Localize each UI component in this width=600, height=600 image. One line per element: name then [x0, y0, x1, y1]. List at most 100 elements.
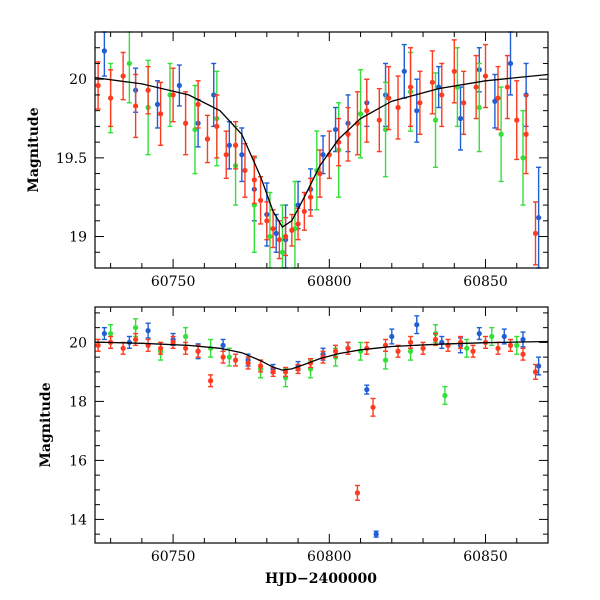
red-marker	[220, 354, 226, 360]
red-data-point	[532, 363, 539, 380]
red-data-point	[207, 374, 214, 388]
blue-data-point	[476, 326, 482, 341]
green-data-point	[432, 72, 439, 169]
red-marker	[504, 84, 510, 90]
red-marker	[133, 103, 139, 109]
red-data-point	[195, 344, 201, 358]
red-data-point	[354, 484, 361, 501]
blue-marker	[176, 82, 182, 89]
top-panel-y-axis-label: Magnitude	[26, 107, 42, 192]
blue-marker	[239, 152, 245, 158]
red-marker	[420, 345, 426, 351]
red-data-point	[170, 67, 176, 123]
red-marker	[120, 345, 126, 351]
green-marker	[108, 330, 114, 337]
blue-marker	[414, 108, 420, 114]
red-marker	[276, 237, 282, 243]
red-data-point	[214, 94, 220, 159]
blue-marker	[476, 330, 482, 337]
red-marker	[301, 208, 307, 214]
red-marker	[376, 117, 382, 123]
red-data-point	[282, 366, 289, 378]
red-data-point	[326, 130, 332, 180]
red-data-point	[95, 338, 101, 352]
red-marker	[345, 131, 351, 137]
red-data-point	[183, 341, 189, 355]
red-marker	[108, 95, 114, 101]
blue-data-point	[536, 166, 542, 269]
blue-marker	[507, 60, 514, 67]
red-data-point	[133, 73, 139, 139]
red-marker	[223, 152, 229, 158]
green-marker	[267, 233, 273, 240]
red-marker	[395, 348, 401, 354]
x-tick-label: 60750	[151, 274, 196, 290]
blue-data-point	[436, 65, 442, 109]
green-data-point	[520, 109, 526, 206]
red-data-point	[407, 47, 414, 128]
y-tick-label: 19.5	[56, 151, 87, 167]
green-marker	[207, 345, 214, 351]
red-data-point	[523, 94, 529, 175]
red-marker	[282, 233, 289, 240]
blue-data-point	[414, 78, 420, 143]
red-marker	[307, 194, 314, 200]
red-marker	[317, 171, 323, 177]
blue-marker	[101, 330, 107, 337]
y-tick-label: 18	[69, 394, 87, 410]
blue-marker	[373, 531, 379, 537]
x-tick-label: 60850	[463, 549, 508, 565]
red-data-point	[504, 54, 510, 120]
green-data-point	[464, 338, 470, 358]
red-data-point	[145, 65, 151, 115]
bottom-panel: 60750 60800 60850 14 16 18 20 Magnitude HJD−24…	[38, 306, 549, 587]
red-marker	[417, 100, 423, 106]
red-marker	[470, 348, 476, 354]
blue-data-point	[414, 315, 420, 335]
red-data-point	[532, 201, 539, 266]
green-marker	[442, 392, 448, 399]
green-marker	[126, 60, 132, 67]
blue-data-point	[154, 80, 161, 129]
red-marker	[407, 339, 414, 345]
green-marker	[498, 131, 504, 137]
top-panel-marks	[94, 31, 549, 269]
red-marker	[432, 336, 439, 343]
model-fit-curve	[94, 340, 549, 371]
bottom-panel-ticks: 60750 60800 60850 14 16 18 20	[69, 307, 549, 565]
red-data-point	[220, 350, 226, 364]
red-marker	[270, 226, 276, 232]
red-data-point	[451, 39, 457, 104]
blue-marker	[520, 336, 526, 343]
red-marker	[295, 221, 301, 227]
red-marker	[158, 345, 164, 351]
red-data-point	[282, 216, 289, 257]
red-marker	[507, 342, 514, 348]
red-marker	[407, 84, 414, 90]
red-marker	[332, 348, 339, 354]
red-data-point	[470, 344, 476, 358]
green-marker	[382, 357, 389, 363]
blue-data-point	[176, 64, 182, 107]
green-marker	[279, 249, 286, 255]
red-data-point	[395, 344, 401, 358]
red-data-point	[158, 341, 164, 355]
y-tick-label: 14	[69, 512, 87, 528]
red-marker	[95, 82, 101, 89]
red-data-point	[395, 75, 401, 140]
green-marker	[133, 325, 139, 331]
red-marker	[532, 230, 539, 236]
green-marker	[382, 126, 389, 133]
blue-marker	[226, 142, 232, 148]
red-data-point	[354, 91, 361, 156]
red-data-point	[120, 51, 126, 101]
blue-data-point	[239, 127, 245, 183]
red-data-point	[195, 80, 201, 129]
red-marker	[170, 339, 176, 345]
green-data-point	[514, 335, 520, 355]
y-tick-label: 19	[69, 230, 87, 246]
red-data-point	[495, 341, 501, 355]
bottom-panel-marks	[94, 315, 549, 538]
